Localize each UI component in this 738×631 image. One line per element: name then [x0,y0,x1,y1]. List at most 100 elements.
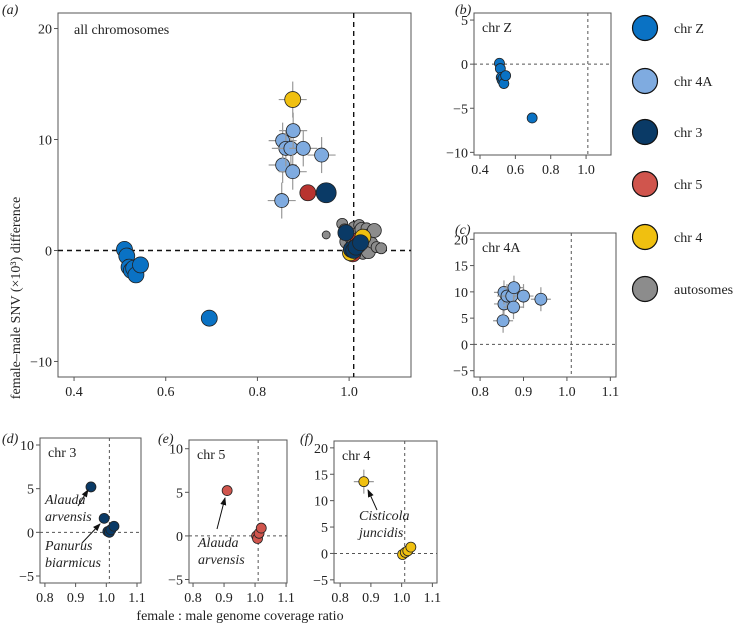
y-tick-label: 10 [169,443,183,458]
legend-swatch-chr4A [631,67,659,95]
annotation-arrow [367,489,378,511]
point-chr5 [299,184,317,202]
y-axis-label: female–male SNV (×10³) difference [9,197,24,399]
x-tick-label: 1.0 [558,385,576,400]
point-chr4 [284,91,302,108]
y-tick-label: 15 [454,260,468,275]
point-chrZ [132,256,149,274]
point-chr4A [517,289,530,303]
panel-e: 0.8 0.9 1.0 1.1 −5 0 5 10(e) chr 5 [158,432,295,606]
x-tick-label: 1.1 [277,591,295,606]
point-chr4A [496,314,510,328]
panel-label: (d) [2,432,19,447]
x-tick-label: 0.9 [67,591,85,606]
plot-frame [57,12,412,378]
legend-swatch-chr3 [631,118,659,146]
y-tick-label: −5 [168,574,183,589]
point-autosomes [321,230,331,240]
legend-label: chr 5 [674,178,702,193]
point-chrZ [526,112,538,124]
y-tick-label: 10 [314,495,328,510]
annotation-text: arvensis [45,510,92,525]
y-tick-label: 0 [321,547,328,562]
legend-swatch-autosomes [631,275,659,303]
plot-frame [188,439,288,584]
annotation-text: arvensis [198,553,245,568]
x-tick-label: 0.8 [184,591,202,606]
panel-label: (a) [2,3,19,18]
panel-d: 0.8 0.9 1.0 1.1 −5 0 5 10(d) chr 3 [2,432,146,606]
plot-frame [39,437,142,584]
x-tick-label: 0.8 [249,385,267,400]
annotation-text: juncidis [357,526,404,541]
x-tick-label: 0.6 [157,385,175,400]
y-tick-label: −5 [19,570,34,585]
x-tick-label: 0.8 [331,591,349,606]
legend-label: chr Z [674,22,704,37]
y-tick-label: −10 [30,355,52,370]
plot-frame [333,440,438,584]
legend-swatch-chr4 [631,223,659,251]
x-tick-label: 1.0 [246,591,264,606]
annotation-text: Alauda [44,493,85,508]
panel-label: (f) [300,432,314,447]
y-tick-label: 5 [176,486,183,501]
y-tick-label: 0 [27,526,34,541]
x-tick-label: 1.0 [577,163,595,178]
x-tick-label: 1.0 [393,591,411,606]
x-tick-label: 0.8 [542,163,560,178]
y-tick-label: 0 [176,530,183,545]
y-tick-label: 20 [454,233,468,248]
y-tick-label: 5 [27,483,34,498]
point-chr4A [507,300,520,314]
y-tick-label: −5 [313,574,328,589]
point-chrZ [500,70,512,82]
legend-swatch-chr5 [631,170,659,198]
panel-title: chr 3 [48,446,76,461]
panel-title: chr Z [482,21,512,36]
x-axis-label: female : male genome coverage ratio [136,609,343,624]
point-chr3 [352,234,369,252]
y-tick-label: 5 [461,312,468,327]
panel-f: 0.8 0.9 1.0 1.1 −5 0 5 10 15 20(f) chr 4 [300,432,441,606]
point-chr4A [285,164,301,180]
x-tick-label: 0.9 [362,591,380,606]
panel-title: chr 4 [342,449,370,464]
point-chr3 [337,224,355,242]
x-tick-label: 0.8 [36,591,54,606]
y-tick-label: 10 [454,286,468,301]
point-chr4A [534,292,548,306]
y-tick-label: 0 [45,244,52,259]
point-chr3 [108,520,120,532]
point-chr4A [295,140,311,156]
y-tick-label: −5 [453,365,468,380]
x-tick-label: 0.8 [471,385,489,400]
annotation-text: biarmicus [45,556,102,571]
x-tick-label: 1.0 [340,385,358,400]
x-tick-label: 0.4 [471,163,489,178]
point-chr4A [274,193,290,208]
panel-b: 0.4 0.6 0.8 1.0 −10 −5 0 5(b) chr Z [446,3,612,178]
point-chr4A [314,147,330,163]
legend-label: chr 3 [674,126,702,141]
point-chr3 [98,512,110,524]
panel-a: 0.4 0.6 0.8 1.0 −10 0 10 20 (a) all chromosomes [2,3,412,400]
point-chr3 [315,182,337,204]
x-tick-label: 1.1 [128,591,146,606]
y-tick-label: −10 [446,146,468,161]
legend-label: chr 4A [674,75,713,90]
annotation-arrow [77,489,89,507]
legend-label: autosomes [674,283,733,298]
x-tick-label: 0.9 [215,591,233,606]
x-tick-label: 0.6 [507,163,525,178]
panel-label: (e) [158,432,174,447]
y-tick-label: 0 [461,338,468,353]
panel-label: (c) [455,223,471,238]
y-tick-label: 5 [321,521,328,536]
point-chr5 [221,485,233,496]
x-tick-label: 1.1 [602,385,620,400]
point-chr4 [405,541,417,553]
point-chr4 [358,476,370,488]
